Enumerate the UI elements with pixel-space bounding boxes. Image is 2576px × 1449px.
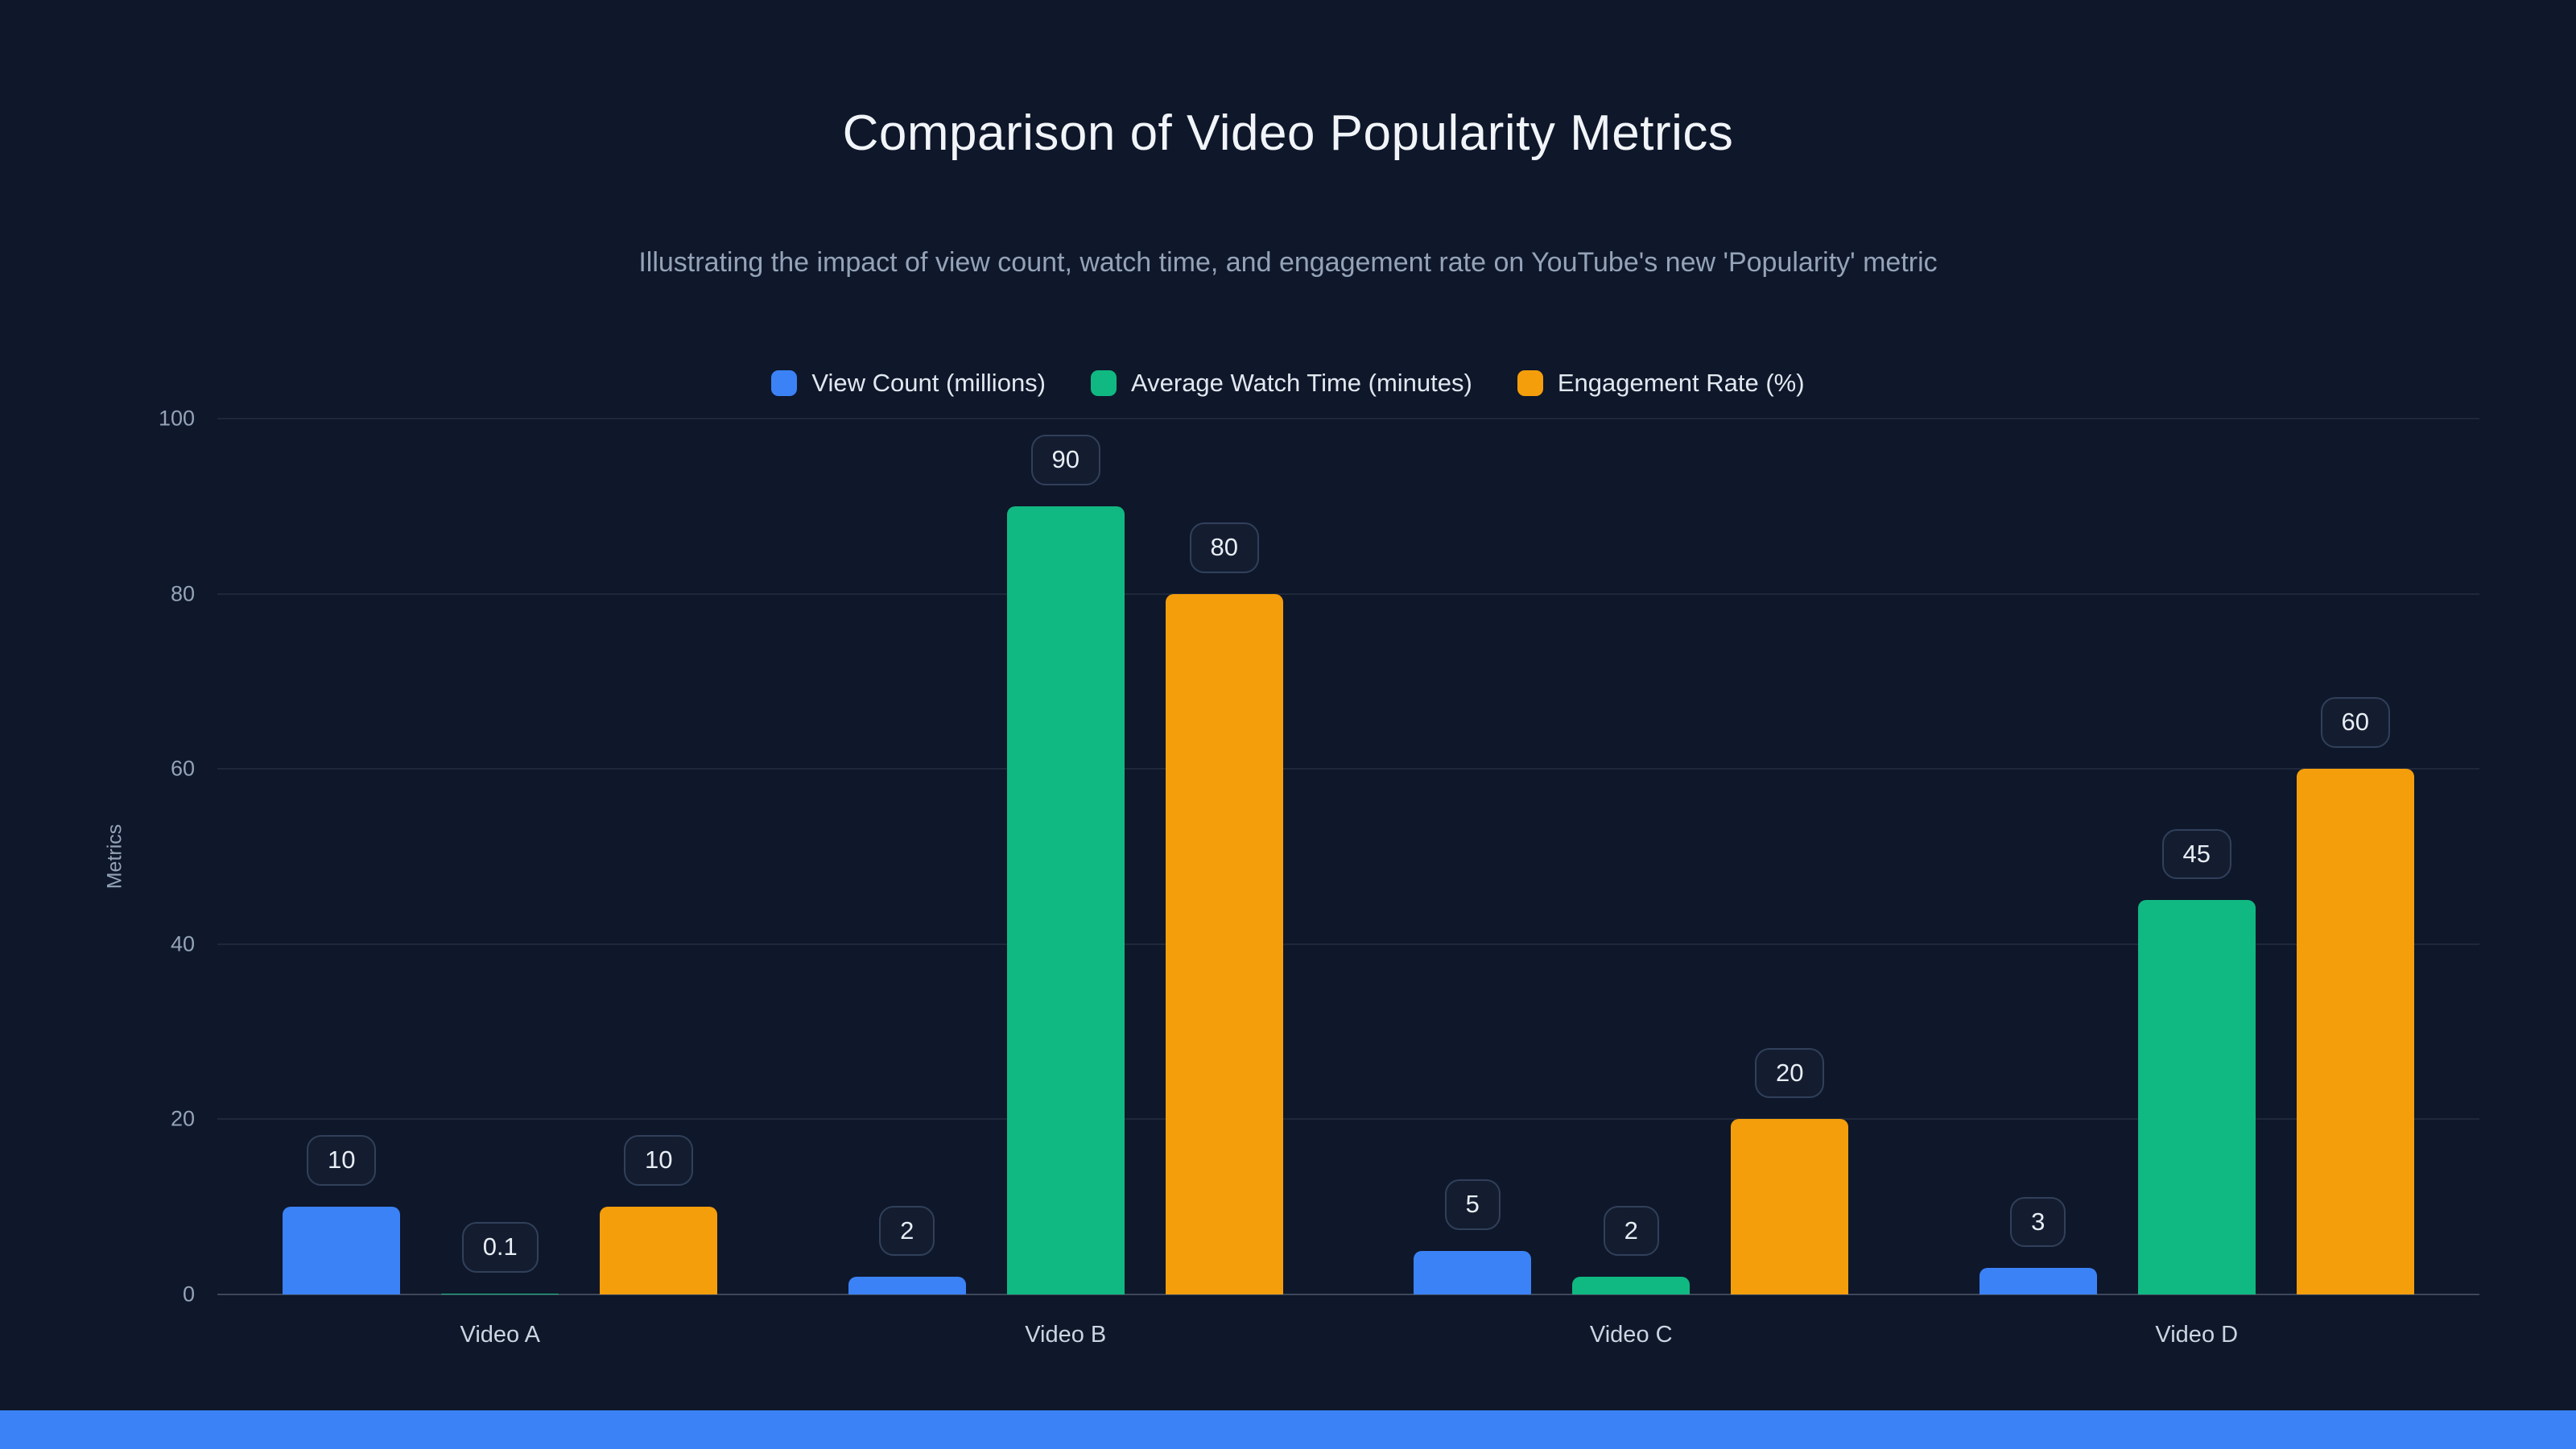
bar-cell-engagement-rate-video-a: 10 — [600, 419, 718, 1294]
bar-engagement-rate-video-b — [1165, 593, 1283, 1294]
bar-average-watch-time-minutes-video-d — [2137, 900, 2256, 1294]
plot-area: 0 20 40 60 80 100 10 0.1 10 2 90 80 5 2 20 3 45 60 — [159, 407, 2479, 1307]
y-tick-label: 80 — [170, 581, 195, 606]
bar-group-video-d: 3 45 60 — [1914, 419, 2480, 1294]
bar-value-label: 10 — [307, 1135, 377, 1187]
bar-view-count-millions-video-b — [848, 1277, 966, 1294]
bar-value-label: 60 — [2320, 697, 2390, 749]
bar-view-count-millions-video-d — [1979, 1268, 2097, 1294]
y-tick-label: 20 — [170, 1106, 195, 1131]
bar-cell-engagement-rate-video-c: 20 — [1731, 419, 1849, 1294]
legend: View Count (millions) Average Watch Time … — [0, 369, 2576, 398]
legend-item-view-count-millions: View Count (millions) — [771, 369, 1046, 398]
chart-title: Comparison of Video Popularity Metrics — [842, 105, 1734, 161]
legend-label: View Count (millions) — [811, 369, 1046, 397]
bar-cell-average-watch-time-minutes-video-d: 45 — [2137, 419, 2256, 1294]
bar-value-label: 10 — [624, 1135, 694, 1187]
bar-value-label: 45 — [2161, 828, 2231, 880]
bar-view-count-millions-video-c — [1414, 1250, 1532, 1294]
bar-cell-view-count-millions-video-d: 3 — [1979, 419, 2097, 1294]
bar-cell-engagement-rate-video-d: 60 — [2296, 419, 2414, 1294]
x-category-label-video-a: Video A — [460, 1322, 540, 1348]
x-axis-labels: Video A Video B Video C Video D — [217, 1322, 2479, 1348]
bar-group-video-a: 10 0.1 10 — [217, 419, 783, 1294]
bar-engagement-rate-video-a — [600, 1207, 718, 1294]
x-category-label-video-c: Video C — [1589, 1322, 1673, 1348]
bar-value-label: 5 — [1444, 1179, 1501, 1230]
y-tick-label: 0 — [182, 1282, 195, 1307]
chart-subtitle: Illustrating the impact of view count, w… — [638, 247, 1938, 278]
bar-value-label: 2 — [879, 1205, 935, 1257]
bar-cell-engagement-rate-video-b: 80 — [1165, 419, 1283, 1294]
gridline — [217, 418, 2479, 419]
legend-swatch-icon — [1091, 370, 1117, 396]
legend-item-engagement-rate: Engagement Rate (%) — [1517, 369, 1805, 398]
y-axis-title: Metrics — [103, 824, 126, 890]
bar-engagement-rate-video-d — [2296, 769, 2414, 1294]
y-tick-label: 60 — [170, 756, 195, 781]
bar-cell-view-count-millions-video-b: 2 — [848, 419, 966, 1294]
bar-value-label: 20 — [1755, 1047, 1825, 1099]
bar-cell-view-count-millions-video-c: 5 — [1414, 419, 1532, 1294]
gridline — [217, 943, 2479, 945]
bar-engagement-rate-video-c — [1731, 1119, 1849, 1294]
bar-groups: 10 0.1 10 2 90 80 5 2 20 3 45 60 — [217, 419, 2479, 1294]
bar-cell-average-watch-time-minutes-video-b: 90 — [1006, 419, 1125, 1294]
y-tick-label: 40 — [170, 931, 195, 956]
y-tick-label: 100 — [158, 406, 195, 431]
bar-value-label: 3 — [2010, 1196, 2066, 1248]
legend-label: Average Watch Time (minutes) — [1131, 369, 1472, 397]
bar-average-watch-time-minutes-video-c — [1572, 1277, 1690, 1294]
bar-cell-average-watch-time-minutes-video-c: 2 — [1572, 419, 1690, 1294]
bar-value-label: 0.1 — [461, 1222, 539, 1273]
bar-cell-view-count-millions-video-a: 10 — [283, 419, 401, 1294]
legend-item-average-watch-time-minutes: Average Watch Time (minutes) — [1091, 369, 1472, 398]
x-axis-baseline — [217, 1294, 2479, 1295]
x-category-label-video-d: Video D — [2155, 1322, 2239, 1348]
bar-value-label: 2 — [1603, 1205, 1659, 1257]
legend-swatch-icon — [1517, 370, 1543, 396]
bar-view-count-millions-video-a — [283, 1207, 401, 1294]
legend-label: Engagement Rate (%) — [1557, 369, 1805, 397]
bar-value-label: 80 — [1189, 522, 1259, 573]
x-category-label-video-b: Video B — [1025, 1322, 1107, 1348]
legend-swatch-icon — [771, 370, 798, 396]
gridline — [217, 1118, 2479, 1121]
bar-cell-average-watch-time-minutes-video-a: 0.1 — [441, 419, 559, 1294]
bar-group-video-c: 5 2 20 — [1348, 419, 1914, 1294]
bar-value-label: 90 — [1030, 435, 1100, 485]
gridline — [217, 768, 2479, 770]
gridline — [217, 592, 2479, 595]
footer-accent-bar — [0, 1410, 2576, 1449]
bar-group-video-b: 2 90 80 — [783, 419, 1349, 1294]
bar-average-watch-time-minutes-video-b — [1006, 506, 1125, 1294]
